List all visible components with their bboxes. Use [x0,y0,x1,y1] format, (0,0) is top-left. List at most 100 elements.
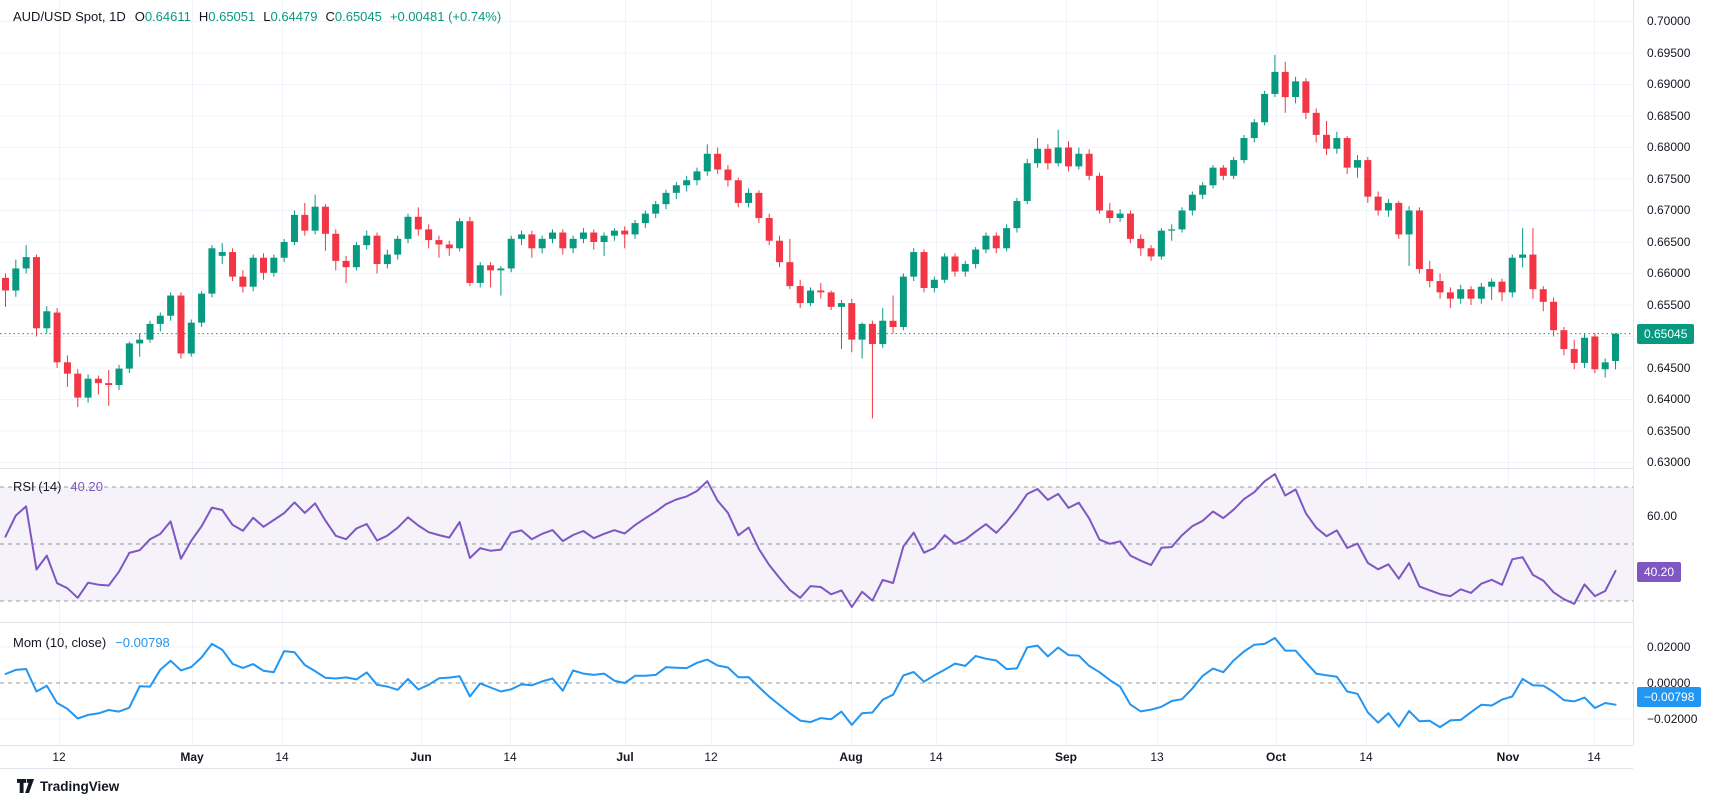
candle [1292,76,1300,104]
price-legend: AUD/USD Spot, 1D O0.64611 H0.65051 L0.64… [13,9,501,24]
candle [1498,278,1506,302]
price-axis-label: 0.63500 [1647,423,1691,438]
pane-separator[interactable] [0,468,1723,469]
candle [1250,119,1258,143]
pane-separator[interactable] [0,622,1723,623]
close-value: C0.65045 [325,9,382,24]
time-axis-label: Aug [839,750,863,764]
candle [1137,234,1145,256]
candle [1261,90,1269,126]
candle [208,245,216,298]
candle [1209,165,1217,189]
candle [270,254,278,277]
candle [456,218,464,252]
candle [559,229,567,255]
mom-axis-label: 0.00000 [1647,676,1691,690]
candle [1126,210,1134,244]
price-scale[interactable]: 0.70000 0.69500 0.69000 0.68500 0.68000 0.675… [1633,0,1723,769]
candle [1570,339,1578,370]
candle [941,253,949,283]
candle [579,228,587,244]
candle [383,249,391,269]
mom-label[interactable]: Mom (10, close) [13,635,107,650]
candle [1560,327,1568,356]
candle [693,167,701,186]
candle [1581,333,1589,368]
candle [982,232,990,254]
rsi-pane[interactable]: RSI (14) 40.20 [0,469,1633,622]
candle [260,253,268,280]
candle [1065,141,1073,172]
price-axis-label: 0.66500 [1647,234,1691,249]
candle [1591,333,1599,374]
candle [1374,191,1382,216]
candle [1436,273,1444,299]
candle [610,228,618,241]
candle [249,254,257,292]
candle [1003,224,1011,252]
mom-axis-label: 0.02000 [1647,640,1691,654]
price-pane[interactable]: AUD/USD Spot, 1D O0.64611 H0.65051 L0.64… [0,0,1633,468]
candle [1157,228,1165,260]
candle [445,240,453,256]
candle [1044,144,1052,170]
candle [548,229,556,244]
candle [290,210,298,246]
candle [404,213,412,244]
candle [187,319,195,357]
price-axis-label: 0.64000 [1647,392,1691,407]
momentum-pane[interactable]: Mom (10, close) −0.00798 [0,623,1633,745]
candle [363,230,371,250]
candle [1323,121,1331,156]
price-axis-label: 0.67500 [1647,171,1691,186]
price-axis-label: 0.68000 [1647,140,1691,155]
candles [2,54,1619,419]
candle [63,355,71,387]
candle [1353,155,1361,178]
candle [1147,245,1155,261]
candle [858,322,866,359]
candle [1550,297,1558,337]
candle [156,312,164,332]
candle [1519,228,1527,268]
candle [1085,149,1093,181]
candle [1343,136,1351,174]
candle [394,235,402,260]
candle [910,248,918,282]
rsi-label[interactable]: RSI (14) [13,479,62,494]
price-axis-label: 0.64500 [1647,360,1691,375]
time-axis-label: Jul [616,750,634,764]
time-axis-label: 14 [275,750,289,764]
candle [342,255,350,283]
tradingview-logo[interactable]: TradingView [17,779,119,794]
candle [218,243,226,265]
candle [414,207,422,236]
candle [1271,54,1279,98]
candle [1168,224,1176,241]
candle [332,229,340,271]
candle [352,241,360,271]
candle [280,238,288,263]
time-axis[interactable]: 12 May 14 Jun 14 Jul 12 Aug 14 Sep 13 Oct 14 Nov 14 [0,746,1633,768]
candle [1302,78,1310,120]
candle [125,341,133,374]
candle [105,369,113,406]
candle [167,292,175,321]
candle [1333,131,1341,154]
candle [569,235,577,254]
symbol-title[interactable]: AUD/USD Spot, 1D [13,9,126,24]
candle [1529,228,1537,299]
price-axis-label: 0.69500 [1647,45,1691,60]
candle [703,144,711,176]
mom-value: −0.00798 [115,635,170,650]
mom-legend: Mom (10, close) −0.00798 [13,635,170,650]
price-gridlines [0,20,1633,463]
candle [590,229,598,250]
price-axis-label: 0.67000 [1647,203,1691,218]
time-axis-label: 14 [503,750,517,764]
candle [1116,209,1124,222]
last-price-badge: 0.65045 [1637,323,1695,344]
rsi-line [4,473,1617,608]
candle [538,235,546,254]
candle [992,232,1000,254]
